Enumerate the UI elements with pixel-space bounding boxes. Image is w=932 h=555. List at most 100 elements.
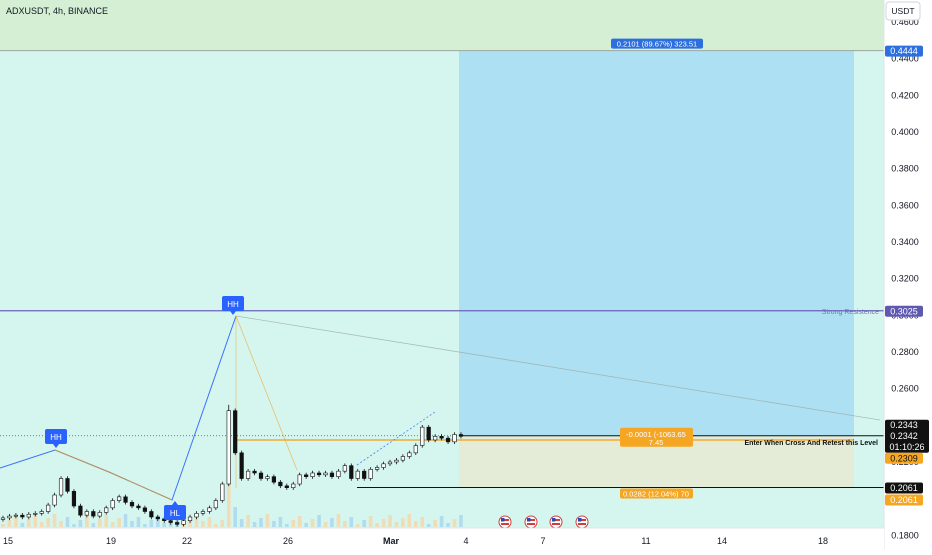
candle <box>84 509 89 518</box>
svg-text:0.2342: 0.2342 <box>890 431 918 441</box>
pattern-badge-pointer <box>230 311 236 315</box>
volume-bar <box>46 518 50 527</box>
candle-body <box>91 511 96 517</box>
volume-bar <box>252 522 257 527</box>
candle-body <box>407 452 412 457</box>
flag-icon-canton <box>527 518 531 522</box>
pattern-badge-bg <box>222 296 244 311</box>
candle <box>20 512 25 520</box>
candle <box>362 468 367 481</box>
volume-bar <box>246 515 250 527</box>
candle <box>246 468 251 481</box>
flag-icon-canton <box>501 518 505 522</box>
volume-bars <box>1 482 463 527</box>
time-axis[interactable] <box>0 528 884 550</box>
currency-button[interactable]: USDT <box>885 1 921 21</box>
stop-box-text: 0.0282 (12.04%) 70 <box>623 489 689 498</box>
candle-body <box>368 469 373 479</box>
x-tick-label: 7 <box>540 536 545 546</box>
candle <box>194 511 199 520</box>
y-tick-label: 0.4000 <box>891 127 919 137</box>
candle-body <box>26 513 31 518</box>
candle-body <box>413 445 418 454</box>
y-tick-label: 0.3400 <box>891 237 919 247</box>
candle <box>407 450 412 459</box>
candle <box>0 515 6 522</box>
volume-bar <box>136 517 141 527</box>
volume-bar <box>104 515 108 527</box>
flag-icon <box>498 515 512 529</box>
target-zone <box>0 0 884 51</box>
candle <box>233 408 238 456</box>
stop-price-tag: 0.2061 <box>885 482 923 494</box>
svg-text:0.3025: 0.3025 <box>890 306 918 316</box>
volume-bar <box>123 514 128 527</box>
candle-body <box>226 410 231 485</box>
y-tick-label: 0.4600 <box>891 17 919 27</box>
candle-body <box>142 507 148 512</box>
candle <box>155 514 160 522</box>
candle-body <box>342 465 347 472</box>
candle-body <box>284 485 289 488</box>
volume-bar <box>78 520 83 527</box>
candle <box>142 505 148 514</box>
candle <box>117 494 122 503</box>
svg-text:0.2061: 0.2061 <box>890 483 918 493</box>
volume-bar <box>297 516 302 527</box>
candles <box>0 404 464 527</box>
svg-text:0.2061: 0.2061 <box>890 495 918 505</box>
candle <box>265 474 270 481</box>
candle-body <box>258 472 264 479</box>
candle-body <box>155 516 160 520</box>
candle-body <box>104 507 109 513</box>
volume-bar <box>343 521 347 527</box>
candle <box>433 434 438 443</box>
volume-bar <box>304 523 308 527</box>
candle <box>413 443 418 456</box>
candle-body <box>323 472 328 476</box>
target-box: 0.2101 (89.67%) 323.51 <box>611 38 703 49</box>
candle-body <box>117 496 122 501</box>
pattern-badge-bg <box>45 429 67 444</box>
candle-body <box>200 511 206 514</box>
svg-text:0.2343: 0.2343 <box>890 420 918 430</box>
flag-icon <box>575 515 589 529</box>
volume-bar <box>97 519 102 527</box>
y-tick-label: 0.3200 <box>891 274 919 284</box>
volume-bar <box>1 524 5 527</box>
candle <box>104 505 109 515</box>
volume-bar <box>156 516 160 527</box>
volume-bar <box>414 521 418 527</box>
volume-bar <box>14 516 18 527</box>
candle-body <box>97 512 102 517</box>
candle-body <box>271 476 277 483</box>
volume-bar <box>433 520 437 527</box>
candle-body <box>149 511 154 518</box>
candle-body <box>387 461 393 465</box>
candle-body <box>336 470 341 477</box>
candle <box>175 520 180 527</box>
x-tick-label: 18 <box>818 536 828 546</box>
candle <box>420 424 425 448</box>
candle <box>200 509 206 516</box>
candle-body <box>381 463 386 468</box>
x-tick-label: 19 <box>106 536 116 546</box>
x-tick-label: 26 <box>283 536 293 546</box>
candle-body <box>349 465 354 479</box>
y-tick-label: 0.3600 <box>891 200 919 210</box>
candle-body <box>220 483 225 501</box>
candle <box>52 492 57 508</box>
candle <box>336 468 341 479</box>
price-tags: 0.4444 0.3025 0.2343 0.2342 01:10:26 0.2… <box>885 45 929 506</box>
resistance-text: Strong Resistence <box>822 309 879 316</box>
volume-bar <box>323 522 328 527</box>
pattern-badge-bg <box>164 505 186 520</box>
candle <box>304 472 309 479</box>
candle <box>381 461 386 470</box>
candle-body <box>187 516 193 521</box>
volume-bar <box>349 517 354 527</box>
flag-icon-ring <box>549 515 563 529</box>
pattern-labels: HH HH HL <box>45 296 244 520</box>
candle <box>458 432 464 439</box>
volume-bar <box>317 515 321 527</box>
